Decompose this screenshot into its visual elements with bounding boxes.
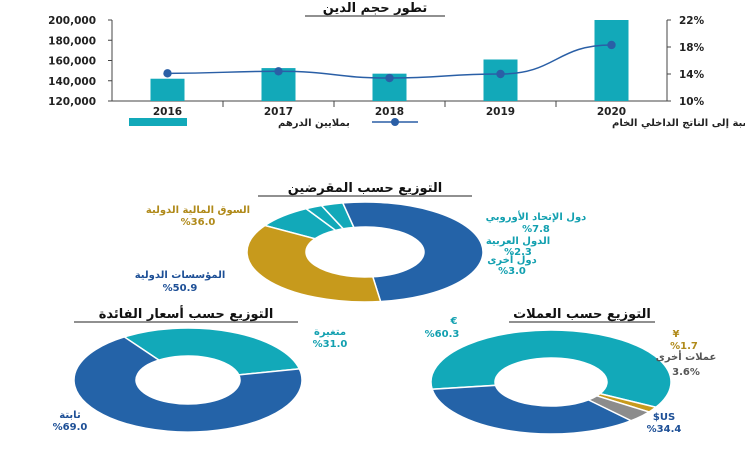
- line-point: [385, 73, 394, 83]
- donut-slice: [246, 224, 382, 303]
- interest-donut-title: التوزيع حسب أسعار الفائدة: [99, 305, 274, 322]
- bar: [150, 78, 185, 101]
- y2-tick-label: 18%: [679, 42, 705, 54]
- bar: [594, 20, 629, 101]
- x-tick-label: 2019: [486, 106, 515, 118]
- x-tick-label: 2016: [153, 106, 182, 118]
- legend-line-label: بالنسبة إلى الناتج الداخلي الخام: [612, 118, 745, 129]
- slice-name-label: دول أخرى: [487, 253, 537, 266]
- x-tick-label: 2020: [597, 106, 626, 118]
- x-tick-label: 2018: [375, 106, 404, 118]
- currency-donut-title: التوزيع حسب العملات: [513, 307, 651, 322]
- y2-tick-label: 14%: [679, 69, 705, 81]
- slice-value-label: %1.7: [670, 341, 698, 352]
- slice-value-label: %50.9: [163, 283, 198, 294]
- slice-value-label: %36.0: [181, 217, 216, 228]
- lenders-donut-title: التوزيع حسب المقرضين: [288, 181, 443, 196]
- y-tick-label: 160,000: [48, 56, 96, 68]
- line-point: [496, 69, 505, 79]
- legend-line-marker: [391, 118, 399, 126]
- slice-value-label: %34.4: [647, 424, 682, 435]
- bar: [483, 59, 518, 101]
- slice-value-label: %31.0: [313, 339, 348, 350]
- line-series: [167, 44, 612, 79]
- y-tick-label: 180,000: [48, 35, 96, 47]
- y-tick-label: 120,000: [48, 96, 96, 108]
- slice-value-label: 3.6%: [672, 367, 700, 378]
- y2-tick-label: 10%: [679, 96, 705, 108]
- legend-bar-swatch: [129, 118, 187, 126]
- slice-value-label: %7.8: [522, 224, 550, 235]
- slice-name-label: ثابتة: [59, 410, 81, 421]
- slice-name-label: ¥: [673, 329, 680, 340]
- y-tick-label: 140,000: [48, 76, 96, 88]
- slice-name-label: دول الإتحاد الأوروبي: [486, 210, 587, 223]
- slice-name-label: $US: [653, 412, 675, 423]
- bar-chart-title: تطور حجم الدين: [323, 1, 428, 16]
- slice-name-label: متغيرة: [314, 327, 346, 338]
- slice-value-label: %60.3: [425, 329, 460, 340]
- donut-slice: [122, 327, 301, 376]
- slice-name-label: المؤسسات الدولية: [135, 270, 226, 281]
- slice-value-label: %3.0: [498, 266, 526, 277]
- donut-slice: [73, 336, 303, 433]
- slice-name-label: الدول العربية: [486, 236, 550, 247]
- slice-value-label: %69.0: [53, 422, 88, 433]
- donut-slice: [341, 201, 484, 303]
- slice-name-label: عملات أخرى: [656, 350, 717, 363]
- x-tick-label: 2017: [264, 106, 293, 118]
- line-point: [163, 69, 172, 78]
- slice-name-label: €: [450, 316, 458, 327]
- line-point: [607, 40, 616, 50]
- y2-tick-label: 22%: [679, 15, 705, 27]
- y-tick-label: 200,000: [48, 15, 96, 27]
- donut-slice: [431, 384, 633, 435]
- donut-slice: [430, 329, 672, 409]
- legend-bar-label: بملايين الدرهم: [278, 118, 350, 129]
- slice-name-label: السوق المالية الدولية: [146, 205, 250, 216]
- line-point: [274, 67, 283, 76]
- slice-value-label: %2.3: [504, 247, 532, 258]
